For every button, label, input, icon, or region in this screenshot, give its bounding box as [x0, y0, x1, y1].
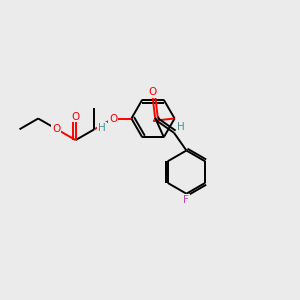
Text: O: O: [109, 113, 117, 124]
Text: F: F: [184, 195, 189, 205]
Text: H: H: [177, 122, 184, 132]
Text: O: O: [52, 124, 60, 134]
Text: O: O: [71, 112, 80, 122]
Text: O: O: [148, 87, 157, 97]
Text: H: H: [98, 123, 106, 133]
